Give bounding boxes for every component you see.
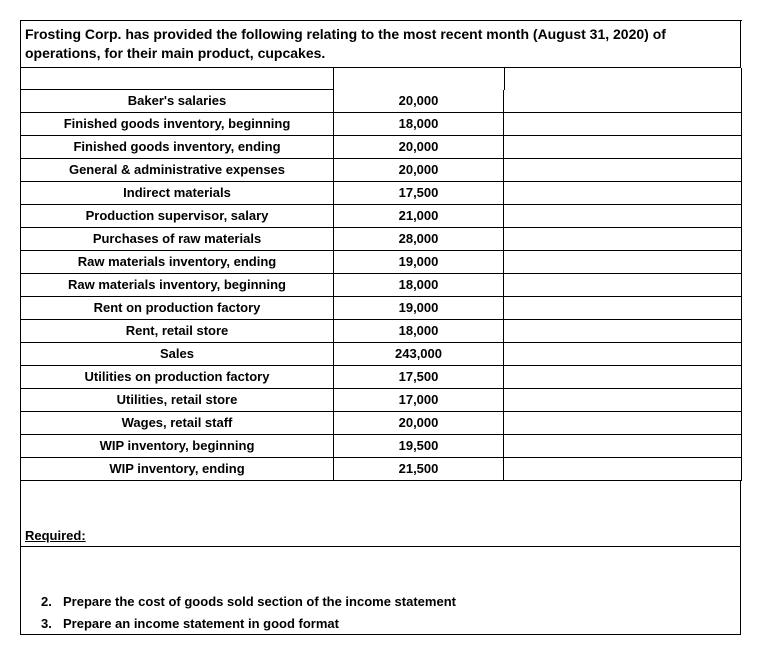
empty-cell xyxy=(504,90,742,112)
requirement-item: 3. Prepare an income statement in good f… xyxy=(21,613,741,635)
item-label: Finished goods inventory, beginning xyxy=(21,113,334,135)
table-row: Rent, retail store 18,000 xyxy=(21,320,742,343)
empty-cell xyxy=(504,205,742,227)
table-row: Utilities on production factory 17,500 xyxy=(21,366,742,389)
document-table: Frosting Corp. has provided the followin… xyxy=(20,20,742,635)
intro-text: Frosting Corp. has provided the followin… xyxy=(21,21,741,68)
item-label: Raw materials inventory, ending xyxy=(21,251,334,273)
empty-cell xyxy=(504,228,742,250)
empty-cell xyxy=(504,389,742,411)
req-number: 3. xyxy=(41,616,63,631)
table-row: Sales 243,000 xyxy=(21,343,742,366)
blank-row xyxy=(21,481,741,503)
item-value: 21,500 xyxy=(334,458,504,480)
item-label: Raw materials inventory, beginning xyxy=(21,274,334,296)
item-label: Utilities, retail store xyxy=(21,389,334,411)
table-row: Raw materials inventory, ending 19,000 xyxy=(21,251,742,274)
table-row: WIP inventory, ending 21,500 xyxy=(21,458,742,481)
item-value: 20,000 xyxy=(334,159,504,181)
empty-cell xyxy=(504,297,742,319)
table-row: Production supervisor, salary 21,000 xyxy=(21,205,742,228)
requirement-item: 2. Prepare the cost of goods sold sectio… xyxy=(21,591,741,613)
item-label: Rent on production factory xyxy=(21,297,334,319)
item-value: 19,000 xyxy=(334,297,504,319)
item-label: Rent, retail store xyxy=(21,320,334,342)
item-value: 18,000 xyxy=(334,113,504,135)
blank-row xyxy=(21,68,742,90)
item-value: 19,500 xyxy=(334,435,504,457)
table-row: Raw materials inventory, beginning 18,00… xyxy=(21,274,742,297)
empty-cell xyxy=(504,320,742,342)
required-heading: Required: xyxy=(21,525,741,547)
item-label: Baker's salaries xyxy=(21,90,334,112)
item-value: 21,000 xyxy=(334,205,504,227)
item-value: 20,000 xyxy=(334,412,504,434)
item-value: 20,000 xyxy=(334,136,504,158)
item-label: Indirect materials xyxy=(21,182,334,204)
req-text: Prepare the cost of goods sold section o… xyxy=(63,594,456,609)
table-row: Wages, retail staff 20,000 xyxy=(21,412,742,435)
table-row: Rent on production factory 19,000 xyxy=(21,297,742,320)
item-value: 243,000 xyxy=(334,343,504,365)
item-value: 17,500 xyxy=(334,182,504,204)
empty-cell xyxy=(504,113,742,135)
item-label: Production supervisor, salary xyxy=(21,205,334,227)
item-label: General & administrative expenses xyxy=(21,159,334,181)
item-value: 28,000 xyxy=(334,228,504,250)
table-row: General & administrative expenses 20,000 xyxy=(21,159,742,182)
empty-cell xyxy=(504,435,742,457)
table-row: Utilities, retail store 17,000 xyxy=(21,389,742,412)
blank-row xyxy=(21,569,741,591)
table-row: Indirect materials 17,500 xyxy=(21,182,742,205)
empty-cell xyxy=(504,251,742,273)
empty-cell xyxy=(504,412,742,434)
empty-cell xyxy=(504,159,742,181)
intro-row: Frosting Corp. has provided the followin… xyxy=(21,21,742,68)
empty-cell xyxy=(504,366,742,388)
req-number: 2. xyxy=(41,594,63,609)
table-row: Purchases of raw materials 28,000 xyxy=(21,228,742,251)
empty-cell xyxy=(504,274,742,296)
empty-cell xyxy=(504,182,742,204)
req-text: Prepare an income statement in good form… xyxy=(63,616,339,631)
item-label: Finished goods inventory, ending xyxy=(21,136,334,158)
item-label: Utilities on production factory xyxy=(21,366,334,388)
item-value: 18,000 xyxy=(334,320,504,342)
item-value: 17,000 xyxy=(334,389,504,411)
item-label: Wages, retail staff xyxy=(21,412,334,434)
item-value: 20,000 xyxy=(334,90,504,112)
table-row: Baker's salaries 20,000 xyxy=(21,90,742,113)
empty-cell xyxy=(504,458,742,480)
table-row: Finished goods inventory, beginning 18,0… xyxy=(21,113,742,136)
item-label: WIP inventory, beginning xyxy=(21,435,334,457)
item-value: 19,000 xyxy=(334,251,504,273)
empty-cell xyxy=(504,136,742,158)
item-value: 18,000 xyxy=(334,274,504,296)
item-value: 17,500 xyxy=(334,366,504,388)
table-row: WIP inventory, beginning 19,500 xyxy=(21,435,742,458)
table-row: Finished goods inventory, ending 20,000 xyxy=(21,136,742,159)
item-label: Sales xyxy=(21,343,334,365)
item-label: Purchases of raw materials xyxy=(21,228,334,250)
blank-row xyxy=(21,503,741,525)
empty-cell xyxy=(504,343,742,365)
item-label: WIP inventory, ending xyxy=(21,458,334,480)
blank-row xyxy=(21,547,741,569)
